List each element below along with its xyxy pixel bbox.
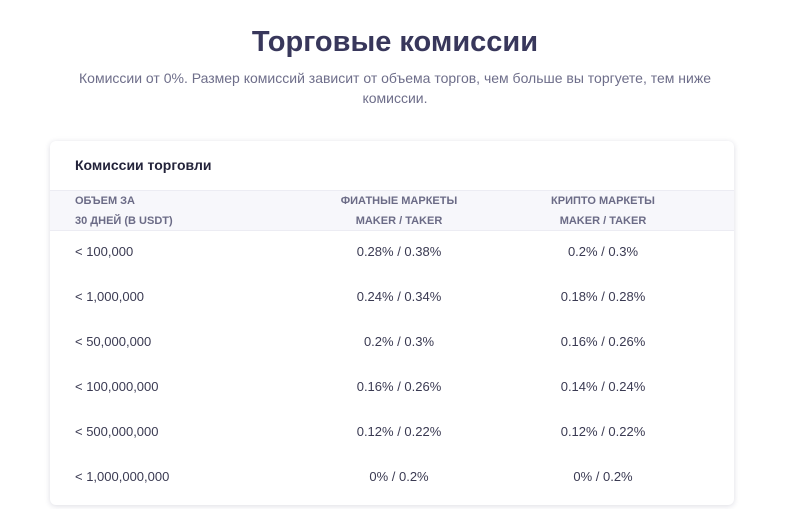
table-row: < 500,000,000 0.12% / 0.22% 0.12% / 0.22… [50,411,734,456]
table-row: < 100,000,000 0.16% / 0.26% 0.14% / 0.24… [50,366,734,411]
table-body: < 100,000 0.28% / 0.38% 0.2% / 0.3% < 1,… [50,231,734,501]
volume-cell: < 100,000 [75,244,134,259]
fiat-fee-cell: 0.12% / 0.22% [356,424,442,439]
fiat-fee-cell: 0.2% / 0.3% [363,334,435,349]
table-row: < 100,000 0.28% / 0.38% 0.2% / 0.3% [50,231,734,276]
volume-cell: < 1,000,000 [75,289,145,304]
volume-cell: < 1,000,000,000 [75,469,170,484]
volume-cell: < 50,000,000 [75,334,152,349]
crypto-fee-cell: 0.16% / 0.26% [560,334,646,349]
trading-fees-card: Комиссии торговли ОБЪЕМ ЗА 30 ДНЕЙ (В US… [50,141,734,505]
crypto-fee-cell: 0% / 0.2% [573,469,633,484]
fiat-fee-cell: 0.24% / 0.34% [356,289,442,304]
column-header-volume: ОБЪЕМ ЗА 30 ДНЕЙ (В USDT) [75,195,173,227]
crypto-fee-cell: 0.14% / 0.24% [560,379,646,394]
fiat-fee-cell: 0.16% / 0.26% [356,379,442,394]
page-subtitle: Комиссии от 0%. Размер комиссий зависит … [79,70,711,106]
column-header-crypto-markets: КРИПТО МАРКЕТЫ MAKER / TAKER [551,195,655,227]
volume-cell: < 100,000,000 [75,379,159,394]
fiat-fee-cell: 0.28% / 0.38% [356,244,442,259]
crypto-fee-cell: 0.18% / 0.28% [560,289,646,304]
crypto-fee-cell: 0.12% / 0.22% [560,424,646,439]
page-title: Торговые комиссии [251,26,539,58]
table-row: < 1,000,000,000 0% / 0.2% 0% / 0.2% [50,456,734,501]
fiat-fee-cell: 0% / 0.2% [369,469,429,484]
card-title: Комиссии торговли [75,157,212,173]
table-row: < 50,000,000 0.2% / 0.3% 0.16% / 0.26% [50,321,734,366]
column-header-fiat-markets: ФИАТНЫЕ МАРКЕТЫ MAKER / TAKER [340,195,458,227]
table-row: < 1,000,000 0.24% / 0.34% 0.18% / 0.28% [50,276,734,321]
table-header: ОБЪЕМ ЗА 30 ДНЕЙ (В USDT) ФИАТНЫЕ МАРКЕТ… [50,190,734,231]
crypto-fee-cell: 0.2% / 0.3% [567,244,639,259]
volume-cell: < 500,000,000 [75,424,159,439]
